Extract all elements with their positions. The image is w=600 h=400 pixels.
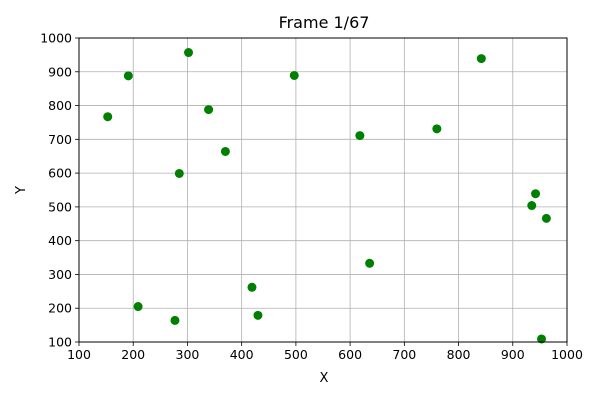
data-point — [103, 112, 113, 122]
data-point — [537, 334, 547, 344]
data-point — [527, 201, 537, 211]
y-tick-label: 800 — [48, 98, 72, 113]
y-tick-label: 900 — [48, 64, 72, 79]
data-point — [184, 48, 194, 58]
y-tick-label: 300 — [48, 267, 72, 282]
y-tick-label: 200 — [48, 301, 72, 316]
x-tick-label: 1000 — [551, 347, 583, 362]
x-tick-label: 700 — [392, 347, 416, 362]
x-tick-label: 800 — [447, 347, 471, 362]
x-tick-label: 300 — [176, 347, 200, 362]
x-tick-label: 500 — [284, 347, 308, 362]
data-point — [123, 71, 133, 81]
data-point — [253, 310, 263, 320]
data-point — [170, 315, 180, 325]
x-axis-label: X — [320, 371, 329, 386]
y-tick-label: 1000 — [40, 31, 72, 46]
data-point — [365, 258, 375, 268]
data-point — [133, 302, 143, 312]
data-point — [204, 105, 214, 115]
plot-frame — [78, 37, 568, 343]
y-tick-label: 500 — [48, 199, 72, 214]
x-tick-label: 600 — [338, 347, 362, 362]
data-point — [220, 146, 230, 156]
x-tick-label: 100 — [67, 347, 91, 362]
data-point — [476, 54, 486, 64]
data-point — [289, 70, 299, 80]
data-point — [531, 189, 541, 199]
chart-title: Frame 1/67 — [279, 13, 370, 32]
x-tick-label: 900 — [501, 347, 525, 362]
data-point — [541, 213, 551, 223]
y-tick-label: 700 — [48, 132, 72, 147]
axis-ticks: 100 200 300 400 500 600 700 800 900 1000 100 200 300… — [40, 31, 583, 363]
y-tick-label: 100 — [48, 335, 72, 350]
x-tick-label: 200 — [121, 347, 145, 362]
data-point — [247, 282, 257, 292]
data-point — [355, 131, 365, 141]
y-tick-label: 600 — [48, 166, 72, 181]
data-point — [432, 124, 442, 134]
y-axis-label: Y — [14, 186, 29, 195]
data-points — [103, 48, 551, 344]
x-tick-label: 400 — [230, 347, 254, 362]
y-tick-label: 400 — [48, 233, 72, 248]
data-point — [174, 168, 184, 178]
